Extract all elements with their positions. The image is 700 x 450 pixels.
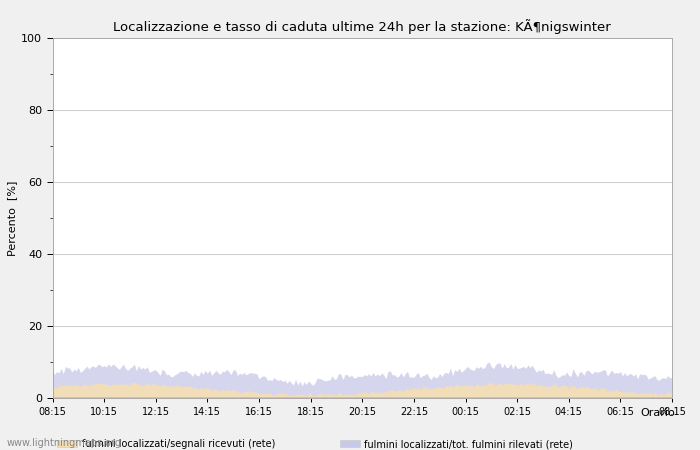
Y-axis label: Percento  [%]: Percento [%]	[7, 180, 17, 256]
Text: Orario: Orario	[640, 408, 676, 418]
Text: www.lightningmaps.org: www.lightningmaps.org	[7, 438, 122, 448]
Legend: fulmini localizzati/segnali ricevuti (rete), fulmini localizzati/segnali ricevut: fulmini localizzati/segnali ricevuti (re…	[57, 439, 624, 450]
Title: Localizzazione e tasso di caduta ultime 24h per la stazione: KÃ¶nigswinter: Localizzazione e tasso di caduta ultime …	[113, 19, 611, 34]
